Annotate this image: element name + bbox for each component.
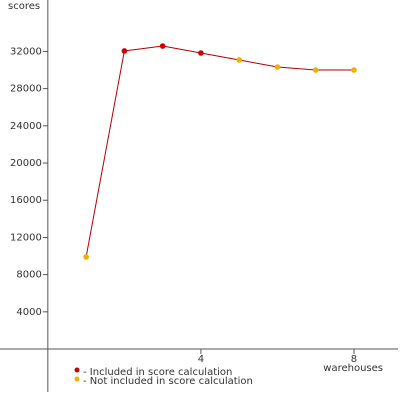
- x-tick-label: 8: [351, 354, 357, 365]
- data-point: [198, 50, 204, 56]
- data-point: [159, 43, 166, 49]
- legend-marker: [74, 376, 80, 382]
- y-axis-label: scores: [8, 1, 40, 12]
- data-point: [274, 64, 281, 70]
- data-point: [83, 254, 89, 260]
- legend-marker: [74, 367, 80, 373]
- x-axis-label: warehouses: [323, 363, 383, 374]
- data-point: [121, 48, 128, 54]
- y-tick-label: 24000: [10, 121, 42, 132]
- x-tick-label: 4: [198, 354, 204, 365]
- y-tick-label: 8000: [16, 270, 41, 281]
- y-tick-label: 28000: [10, 84, 42, 95]
- y-tick-label: 20000: [10, 158, 42, 169]
- data-point: [351, 67, 357, 73]
- data-point: [236, 57, 242, 63]
- data-point: [312, 67, 319, 73]
- legend-label: - Included in score calculation: [83, 367, 232, 378]
- y-tick-label: 12000: [10, 232, 42, 243]
- y-tick-label: 4000: [16, 307, 41, 318]
- y-tick-label: 16000: [10, 195, 42, 206]
- legend-label: - Not included in score calculation: [83, 376, 253, 387]
- y-tick-label: 32000: [10, 46, 42, 57]
- score-line: [85, 45, 354, 258]
